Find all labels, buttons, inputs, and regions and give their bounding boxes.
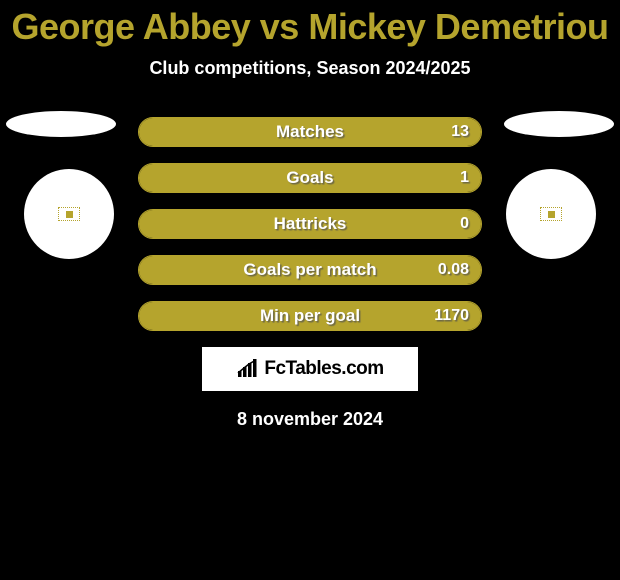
player1-name: George Abbey	[12, 6, 251, 47]
stat-label: Hattricks	[274, 214, 347, 234]
subtitle: Club competitions, Season 2024/2025	[0, 58, 620, 79]
stat-bars: Matches 13 Goals 1 Hattricks 0 Goals per match…	[138, 117, 482, 331]
stat-label: Goals per match	[243, 260, 376, 280]
player2-name: Mickey Demetriou	[308, 6, 608, 47]
left-player-ellipse	[6, 111, 116, 137]
stat-bar: Goals 1	[138, 163, 482, 193]
stat-bar: Goals per match 0.08	[138, 255, 482, 285]
comparison-chart: Matches 13 Goals 1 Hattricks 0 Goals per match…	[0, 117, 620, 331]
right-badge-icon	[540, 207, 562, 221]
left-badge-icon	[58, 207, 80, 221]
stat-bar: Min per goal 1170	[138, 301, 482, 331]
stat-label: Goals	[286, 168, 333, 188]
stat-value-right: 1	[460, 169, 469, 187]
stat-value-right: 1170	[434, 307, 469, 325]
right-player-badge	[506, 169, 596, 259]
vs-text: vs	[260, 6, 299, 47]
footer-date: 8 november 2024	[0, 409, 620, 430]
stat-bar: Matches 13	[138, 117, 482, 147]
right-player-ellipse	[504, 111, 614, 137]
stat-bar: Hattricks 0	[138, 209, 482, 239]
stat-value-right: 0.08	[438, 261, 469, 279]
page-title: George Abbey vs Mickey Demetriou	[0, 0, 620, 48]
bar-chart-icon	[236, 359, 260, 379]
stat-label: Min per goal	[260, 306, 360, 326]
stat-value-right: 13	[451, 123, 469, 141]
left-player-badge	[24, 169, 114, 259]
stat-value-right: 0	[460, 215, 469, 233]
stat-label: Matches	[276, 122, 344, 142]
brand-box[interactable]: FcTables.com	[202, 347, 418, 391]
brand-text: FcTables.com	[264, 358, 383, 380]
